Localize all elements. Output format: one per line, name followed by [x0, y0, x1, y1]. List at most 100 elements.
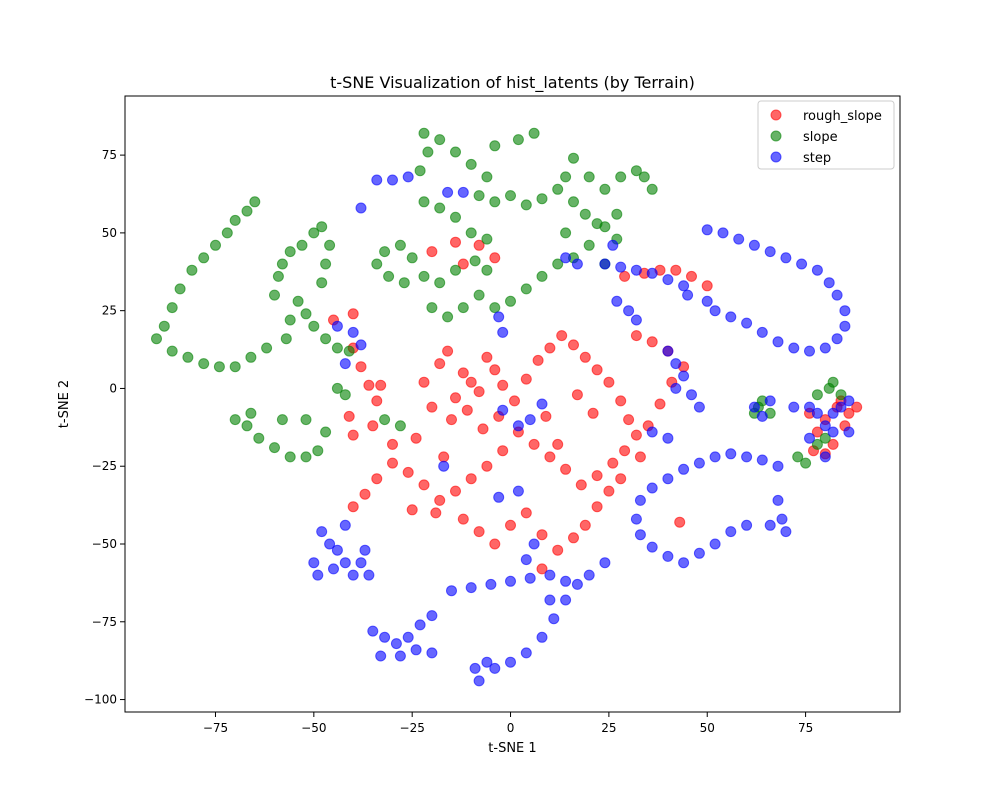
point-slope-13 [198, 358, 210, 370]
point-slope-118 [835, 389, 847, 401]
point-rough-slope-51 [371, 473, 383, 485]
point-step-119 [331, 320, 343, 332]
point-step-93 [375, 650, 387, 662]
point-slope-21 [269, 442, 280, 454]
point-rough-slope-52 [359, 488, 371, 500]
point-rough-slope-3 [371, 395, 383, 407]
point-slope-57 [481, 264, 493, 276]
point-slope-104 [568, 152, 579, 164]
y-tick-label: 75 [102, 148, 117, 162]
point-rough-slope-46 [450, 485, 461, 497]
point-slope-35 [316, 221, 328, 233]
point-rough-slope-48 [418, 479, 430, 491]
point-slope-31 [276, 258, 288, 270]
point-step-44 [646, 426, 658, 438]
point-slope-29 [269, 289, 280, 301]
point-slope-62 [489, 302, 501, 314]
point-step-6 [796, 258, 808, 270]
point-rough-slope-25 [532, 354, 544, 366]
point-slope-17 [261, 342, 273, 354]
point-step-23 [615, 261, 627, 273]
point-slope-34 [308, 227, 320, 239]
point-step-49 [678, 463, 690, 475]
point-rough-slope-11 [457, 367, 469, 379]
y-tick-label: −100 [84, 693, 117, 707]
point-step-90 [402, 631, 414, 643]
point-slope-7 [221, 227, 233, 239]
point-rough-slope-81 [701, 280, 713, 292]
point-step-114 [387, 174, 398, 186]
point-step-43 [693, 401, 705, 413]
point-rough-slope-93 [571, 389, 583, 401]
point-step-64 [741, 519, 753, 531]
point-step-95 [410, 644, 422, 656]
point-step-42 [686, 389, 697, 401]
point-rough-slope-94 [587, 407, 599, 419]
point-rough-slope-14 [489, 364, 501, 376]
point-slope-51 [383, 270, 395, 282]
point-step-87 [367, 625, 379, 637]
point-slope-68 [583, 239, 595, 251]
point-step-99 [481, 656, 493, 668]
point-slope-53 [418, 270, 430, 282]
point-rough-slope-15 [497, 379, 509, 391]
point-slope-14 [213, 361, 225, 373]
point-step-134 [843, 426, 855, 438]
point-step-140 [764, 395, 776, 407]
point-slope-6 [210, 239, 221, 251]
point-rough-slope-62 [552, 544, 564, 556]
point-step-91 [414, 619, 426, 631]
point-rough-slope-68 [634, 451, 646, 463]
point-step-73 [347, 569, 359, 581]
x-tick-label: 75 [798, 721, 813, 735]
point-rough-slope-6 [347, 429, 359, 441]
point-slope-38 [316, 277, 328, 289]
point-slope-86 [552, 183, 564, 195]
point-step-3 [748, 239, 760, 251]
point-step-30 [623, 305, 635, 317]
point-step-103 [536, 631, 548, 643]
y-tick-label: −25 [92, 459, 117, 473]
point-slope-45 [284, 314, 296, 326]
point-step-131 [827, 407, 839, 419]
point-slope-95 [560, 227, 572, 239]
point-step-33 [497, 326, 509, 338]
point-step-36 [497, 404, 509, 416]
point-step-10 [839, 305, 851, 317]
point-step-66 [776, 513, 788, 525]
point-rough-slope-38 [575, 479, 587, 491]
point-slope-80 [528, 127, 540, 139]
point-slope-82 [489, 196, 501, 208]
point-step-116 [442, 186, 454, 198]
point-slope-115 [819, 432, 831, 444]
point-step-19 [725, 311, 737, 323]
point-rough-slope-76 [619, 270, 631, 282]
point-slope-91 [434, 202, 446, 214]
x-tick-label: −75 [203, 721, 228, 735]
point-rough-slope-24 [520, 373, 532, 385]
point-step-71 [331, 544, 343, 556]
chart-title: t-SNE Visualization of hist_latents (by … [330, 73, 695, 93]
point-step-46 [634, 494, 646, 506]
point-rough-slope-83 [450, 236, 461, 248]
point-slope-70 [611, 208, 623, 220]
point-slope-42 [331, 342, 343, 354]
point-slope-25 [245, 407, 257, 419]
point-slope-93 [465, 227, 477, 239]
point-slope-9 [241, 205, 253, 217]
point-step-111 [520, 554, 532, 566]
point-slope-39 [300, 308, 312, 320]
point-step-54 [756, 454, 768, 466]
point-step-11 [839, 320, 851, 332]
point-slope-20 [253, 432, 265, 444]
point-step-80 [363, 569, 375, 581]
point-slope-2 [166, 302, 178, 314]
point-rough-slope-92 [387, 438, 398, 450]
legend-marker-step [770, 151, 782, 163]
point-rough-slope-40 [544, 451, 556, 463]
axes-frame [124, 95, 901, 713]
point-slope-76 [465, 158, 477, 170]
point-slope-64 [520, 283, 532, 295]
point-slope-71 [414, 165, 426, 177]
point-rough-slope-12 [465, 376, 477, 388]
